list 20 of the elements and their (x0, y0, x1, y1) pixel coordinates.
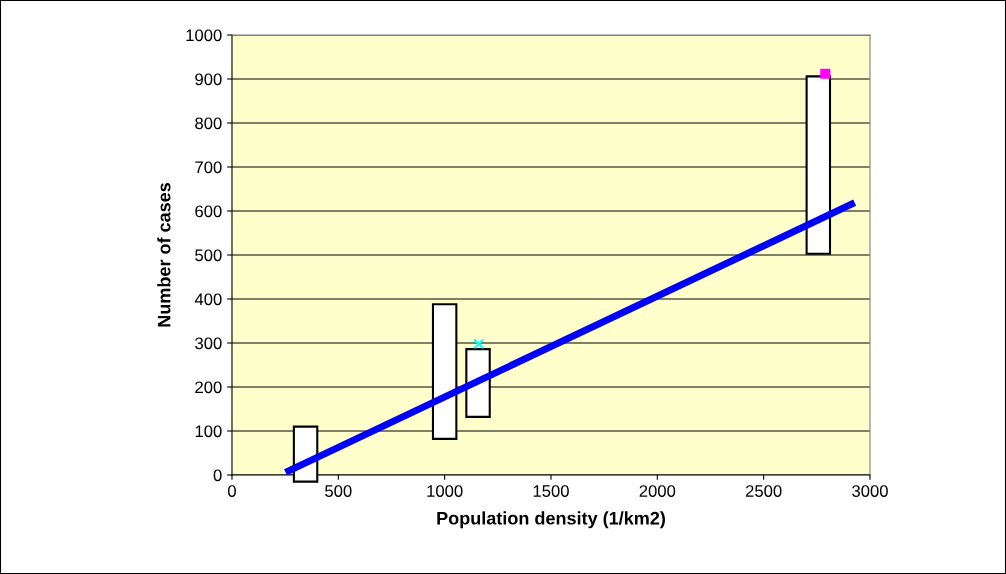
y-tick-label: 400 (194, 293, 222, 306)
x-tick-label: 500 (325, 485, 352, 497)
y-tick-label: 1000 (186, 29, 222, 42)
y-tick-label: 800 (195, 117, 222, 130)
x-tick-label: 2000 (639, 485, 676, 497)
y-tick-label: 100 (195, 425, 222, 438)
y-axis-title: Number of cases (157, 182, 171, 327)
y-tick-label: 500 (195, 249, 222, 262)
y-tick-label: 0 (213, 469, 222, 482)
y-tick-label: 300 (195, 337, 222, 350)
x-tick-label: 1500 (533, 485, 569, 497)
x-tick-label: 2500 (745, 485, 782, 497)
x-axis-title: Population density (1/km2) (437, 511, 665, 529)
y-tick-label: 200 (195, 381, 222, 394)
x-tick-label: 3000 (852, 485, 888, 497)
y-tick-label: 700 (195, 161, 222, 174)
x-tick-label: 1000 (427, 485, 463, 497)
y-tick-label: 600 (195, 205, 222, 218)
x-tick-label: 0 (228, 485, 236, 497)
y-tick-label: 900 (195, 73, 222, 86)
